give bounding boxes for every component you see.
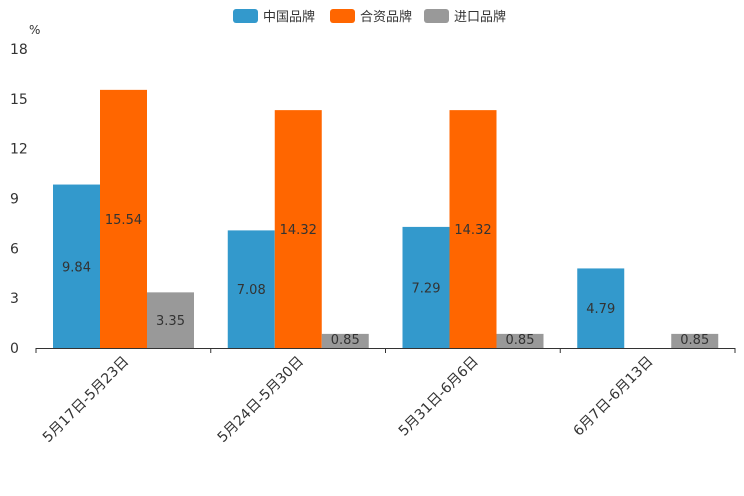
legend-label-3: 进口品牌 (454, 9, 506, 25)
x-category-label-2: 5月24日-5月30日 (215, 354, 307, 446)
bar-2-3 (449, 110, 497, 348)
y-tick-label-18: 18 (10, 42, 28, 58)
bar-1-4 (577, 268, 625, 348)
bar-2-2 (274, 110, 322, 348)
bar-1-2 (227, 230, 275, 348)
bar-value-label-3-2: 0.85 (331, 333, 360, 348)
y-tick-label-12: 12 (10, 142, 28, 158)
y-axis-unit-label: % (29, 23, 40, 37)
bar-1-3 (402, 226, 450, 348)
legend-label-1: 中国品牌 (263, 9, 315, 25)
bar-value-label-2-2: 14.32 (280, 223, 317, 238)
bar-value-label-1-2: 7.08 (237, 283, 266, 298)
bar-3-4 (671, 333, 719, 348)
legend-swatch-3 (424, 9, 449, 23)
bar-1-1 (53, 184, 100, 348)
y-tick-label-0: 0 (10, 341, 19, 357)
x-category-label-1: 5月17日-5月23日 (40, 354, 132, 446)
bar-value-label-2-1: 15.54 (105, 213, 142, 228)
bar-value-label-2-3: 14.32 (454, 223, 491, 238)
bar-value-label-3-4: 0.85 (680, 333, 709, 348)
legend-swatch-2 (330, 9, 355, 23)
bar-value-label-1-1: 9.84 (62, 260, 91, 275)
bar-value-label-3-3: 0.85 (506, 333, 535, 348)
y-tick-label-15: 15 (10, 92, 28, 108)
x-category-label-4: 6月7日-6月13日 (570, 354, 656, 440)
y-tick-label-9: 9 (10, 192, 19, 208)
bar-3-2 (321, 333, 369, 348)
bar-value-label-3-1: 3.35 (156, 314, 185, 329)
legend-swatch-1 (233, 9, 258, 23)
legend-label-2: 合资品牌 (360, 9, 412, 25)
bar-value-label-1-3: 7.29 (412, 281, 441, 296)
x-category-label-3: 5月31日-6月6日 (396, 354, 482, 440)
bar-2-1 (100, 89, 147, 348)
bar-3-1 (147, 292, 194, 348)
y-tick-label-3: 3 (10, 291, 19, 307)
bar-value-label-1-4: 4.79 (586, 302, 615, 317)
bar-3-3 (496, 333, 544, 348)
y-tick-label-6: 6 (10, 241, 19, 257)
